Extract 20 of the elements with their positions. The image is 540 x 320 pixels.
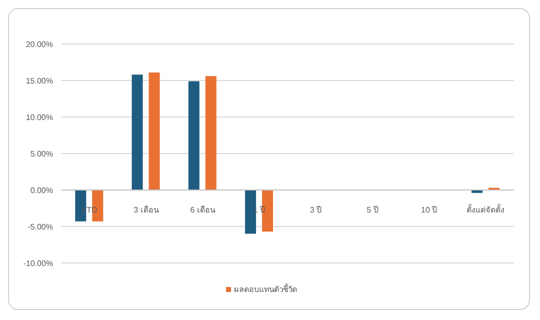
bar xyxy=(148,72,160,190)
x-tick-label: ตั้งแต่จัดตั้ง xyxy=(466,204,505,215)
bar xyxy=(188,81,200,190)
x-tick-label: 10 ปี xyxy=(421,206,438,215)
bar xyxy=(132,74,143,190)
y-tick-label: 5.00% xyxy=(30,149,53,158)
x-tick-label: 6 เดือน xyxy=(190,206,216,215)
x-tick-label: 3 เดือน xyxy=(134,206,160,215)
y-tick-label: 0.00% xyxy=(30,186,53,195)
legend-label: ผลตอบแทนตัวชี้วัด xyxy=(233,283,297,296)
y-tick-label: 20.00% xyxy=(26,40,53,49)
x-tick-label: 5 ปี xyxy=(366,206,378,215)
y-tick-label: -5.00% xyxy=(28,222,53,232)
y-tick-label: 10.00% xyxy=(26,112,53,122)
x-tick-label: 3 ปี xyxy=(310,206,322,215)
y-tick-label: 15.00% xyxy=(26,76,53,86)
bar xyxy=(245,190,256,234)
bar xyxy=(205,76,216,190)
y-tick-label: -10.00% xyxy=(23,258,53,268)
x-tick-label: YTD xyxy=(81,206,98,215)
